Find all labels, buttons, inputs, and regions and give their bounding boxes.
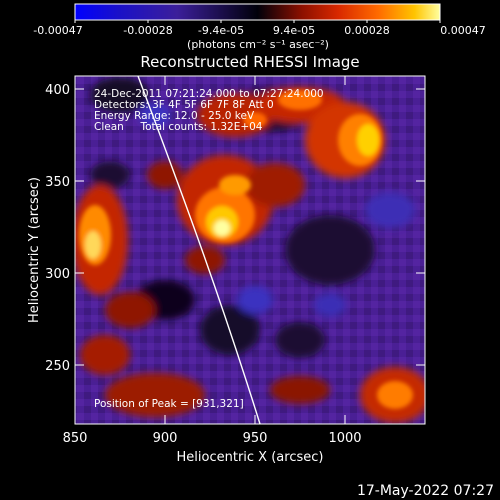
info-line-time-range: 24-Dec-2011 07:21:24.000 to 07:27:24.000 bbox=[94, 88, 324, 100]
solar-limb-curve bbox=[137, 76, 261, 424]
colorbar-ticks bbox=[74, 20, 441, 23]
y-axis-label: Heliocentric Y (arcsec) bbox=[27, 177, 42, 323]
info-line-algorithm-counts: Clean Total counts: 1.32E+04 bbox=[94, 121, 263, 133]
plot-title: Reconstructed RHESSI Image bbox=[140, 53, 359, 71]
colorbar-tick-label: 0.00028 bbox=[344, 24, 390, 37]
y-tick-label: 250 bbox=[45, 359, 70, 374]
peak-position-label: Position of Peak = [931,321] bbox=[94, 398, 244, 410]
y-tick-label: 350 bbox=[45, 175, 70, 190]
footer-timestamp: 17-May-2022 07:27 bbox=[357, 483, 494, 499]
colorbar-tick-label: 9.4e-05 bbox=[273, 24, 315, 37]
x-tick-label: 850 bbox=[63, 431, 88, 446]
info-line-energy-range: Energy Range: 12.0 - 25.0 keV bbox=[94, 110, 255, 122]
colorbar-units-label: (photons cm⁻² s⁻¹ asec⁻²) bbox=[187, 38, 329, 51]
y-tick-label: 300 bbox=[45, 267, 70, 282]
info-line-detectors: Detectors: 3F 4F 5F 6F 7F 8F Att 0 bbox=[94, 99, 274, 111]
x-tick-label: 950 bbox=[243, 431, 268, 446]
x-tick-label: 900 bbox=[153, 431, 178, 446]
plot-frame bbox=[74, 75, 426, 425]
colorbar-tick-label: 0.00047 bbox=[440, 24, 486, 37]
colorbar-tick-label: -9.4e-05 bbox=[198, 24, 244, 37]
x-axis-label: Heliocentric X (arcsec) bbox=[177, 450, 324, 465]
x-axis-ticks bbox=[74, 76, 346, 424]
y-axis-ticks bbox=[75, 88, 425, 366]
colorbar-tick-label: -0.00028 bbox=[123, 24, 172, 37]
rhessi-image bbox=[75, 76, 425, 424]
x-tick-label: 1000 bbox=[328, 431, 361, 446]
y-tick-label: 400 bbox=[45, 83, 70, 98]
colorbar bbox=[74, 3, 441, 21]
observation-info: 24-Dec-2011 07:21:24.000 to 07:27:24.000… bbox=[94, 88, 324, 133]
colorbar-tick-label: -0.00047 bbox=[33, 24, 82, 37]
